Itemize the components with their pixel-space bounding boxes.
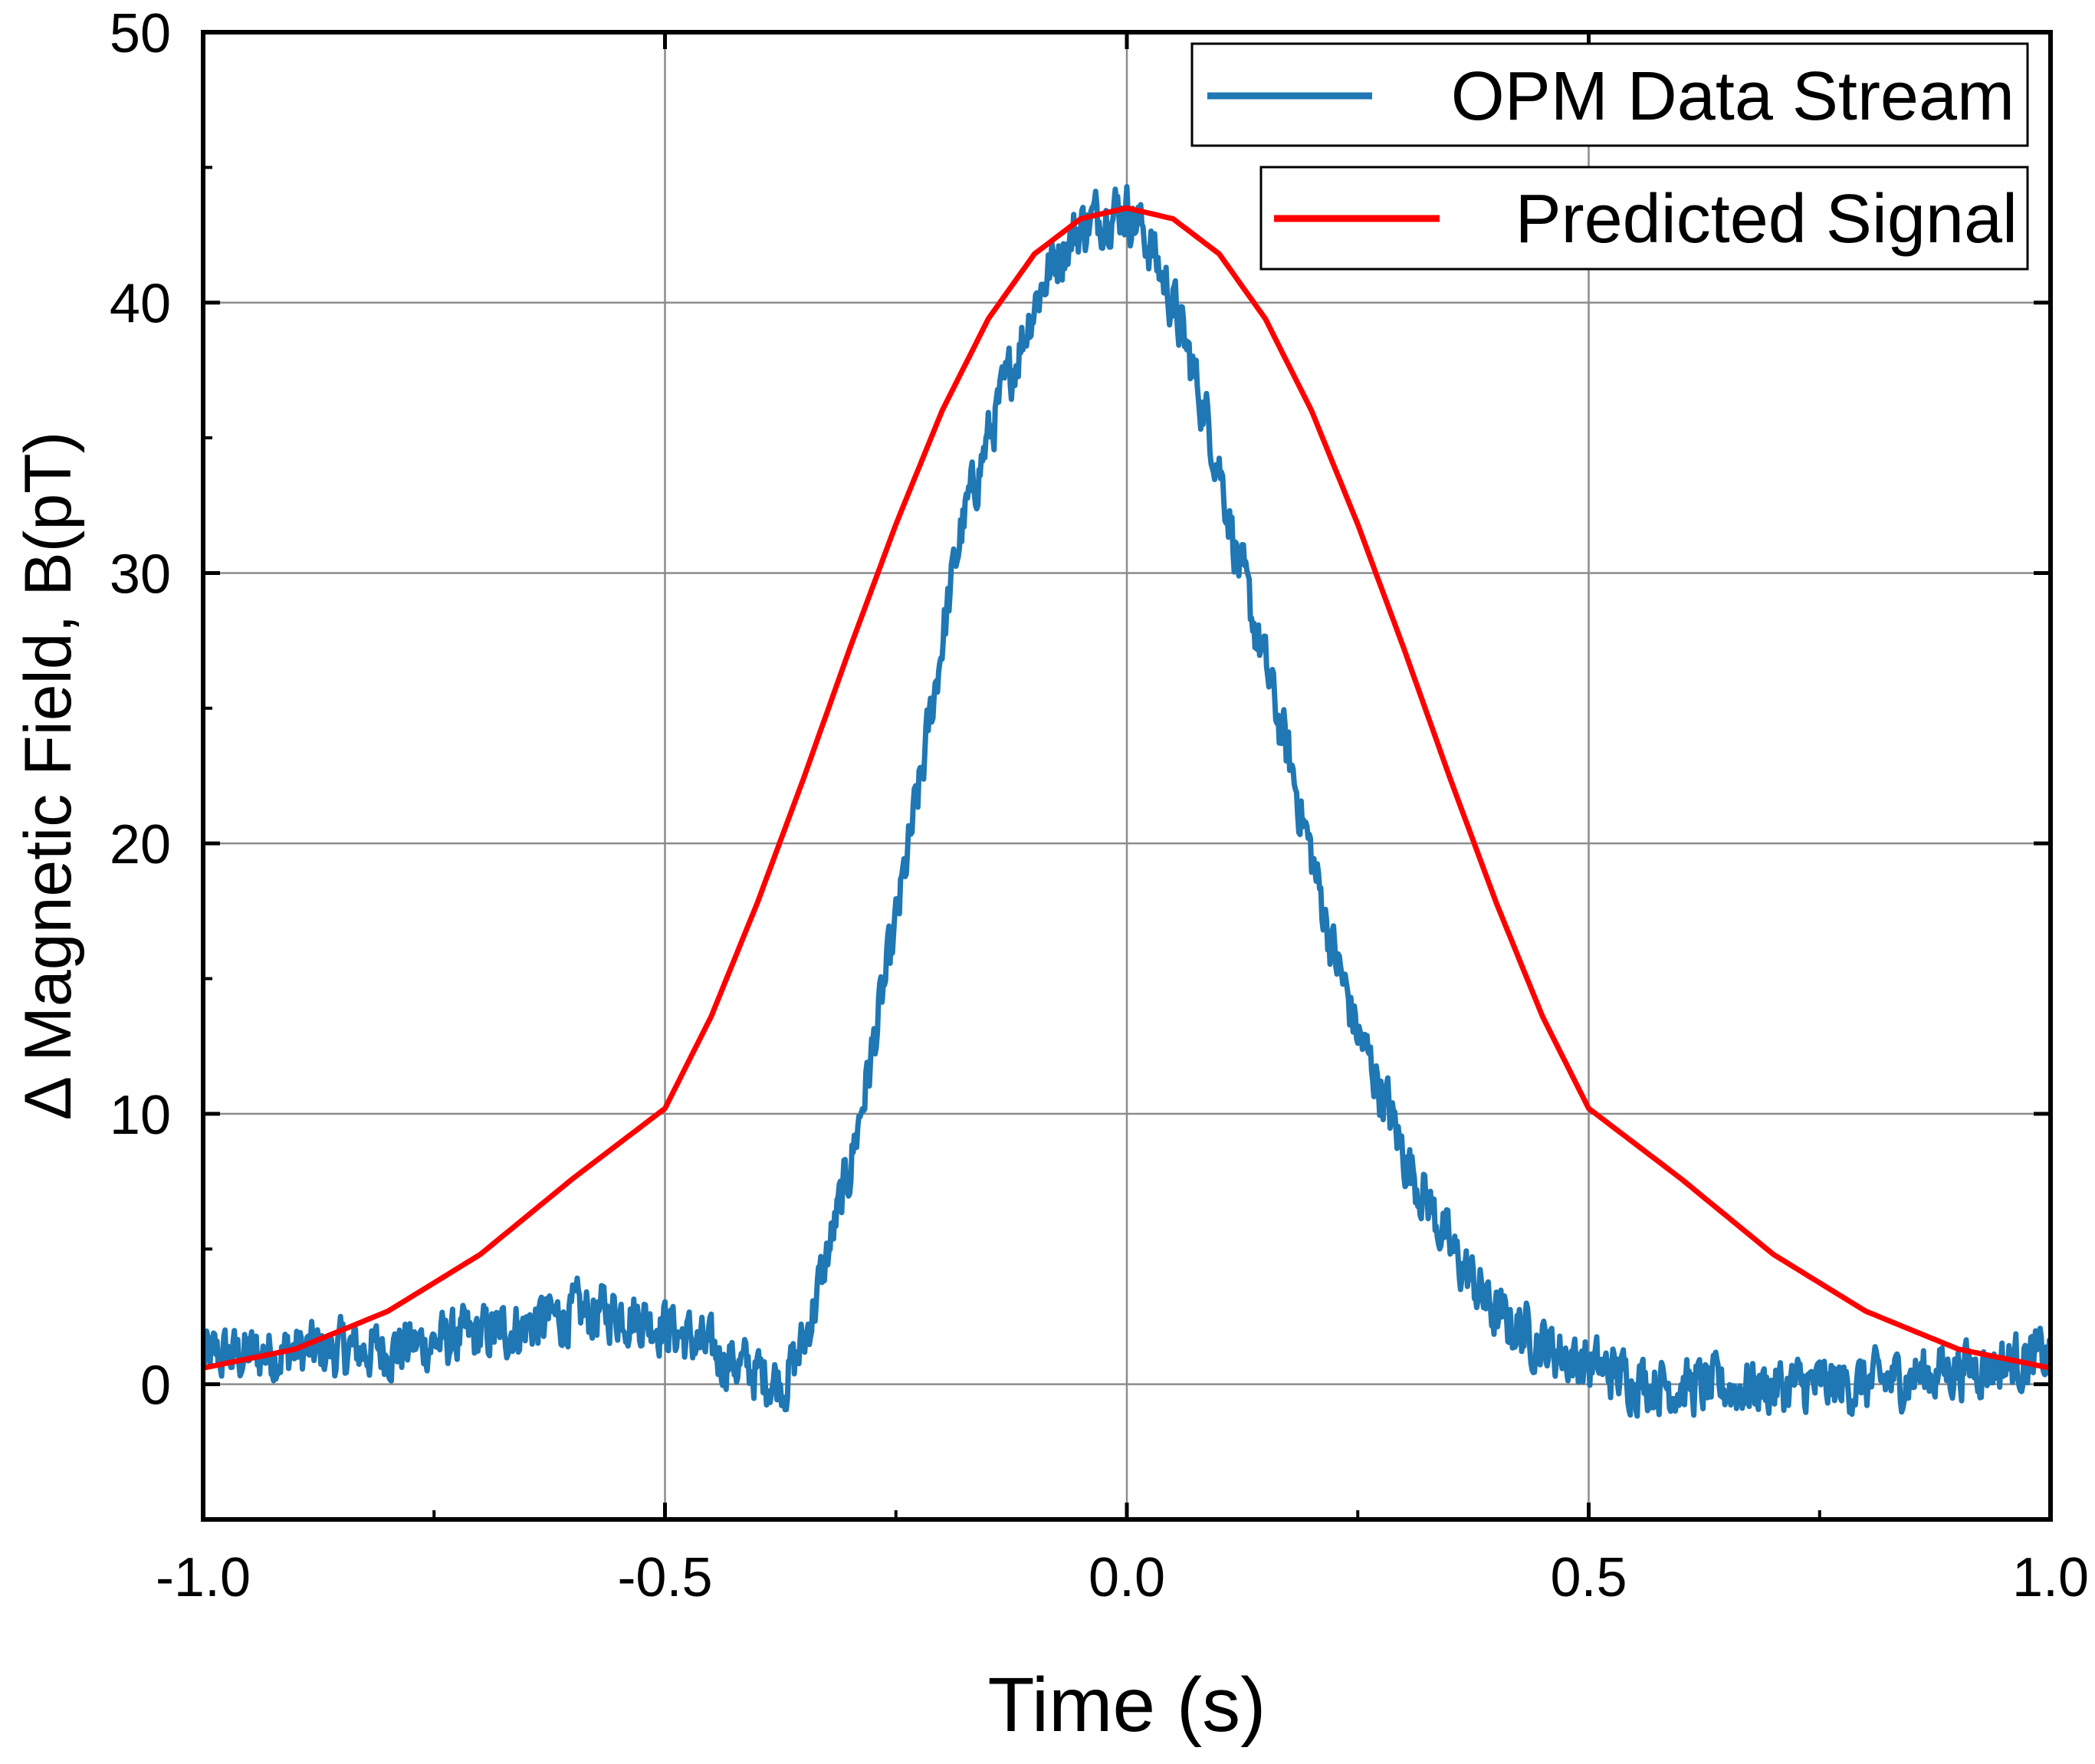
y-axis-title: Δ Magnetic Field, B(pT) <box>11 432 85 1121</box>
y-tick-label: 30 <box>110 544 171 605</box>
x-tick-label: 0.0 <box>1089 1547 1165 1608</box>
x-tick-label: 0.5 <box>1550 1547 1627 1608</box>
x-tick-label: -0.5 <box>617 1547 712 1608</box>
y-tick-label: 20 <box>110 814 171 875</box>
y-tick-label: 10 <box>110 1085 171 1146</box>
series-group <box>203 184 2051 1419</box>
x-tick-label: 1.0 <box>2012 1547 2089 1608</box>
ticks: -1.0 -0.5 0.0 0.5 1.0 0 10 20 30 40 50 <box>110 3 2089 1608</box>
series-line-opm-data-stream <box>203 184 2051 1419</box>
legend: OPM Data Stream Predicted Signal <box>1190 42 2029 271</box>
x-axis-title: Time (s) <box>988 1662 1266 1748</box>
y-tick-label: 50 <box>110 3 171 64</box>
y-tick-label: 40 <box>110 274 171 335</box>
legend-label-opm: OPM Data Stream <box>1451 58 2015 135</box>
y-tick-label: 0 <box>140 1355 171 1417</box>
legend-label-predicted: Predicted Signal <box>1515 181 2018 258</box>
grid <box>203 32 2051 1519</box>
x-tick-label: -1.0 <box>156 1547 251 1608</box>
series-line-predicted-signal <box>203 205 2051 1371</box>
